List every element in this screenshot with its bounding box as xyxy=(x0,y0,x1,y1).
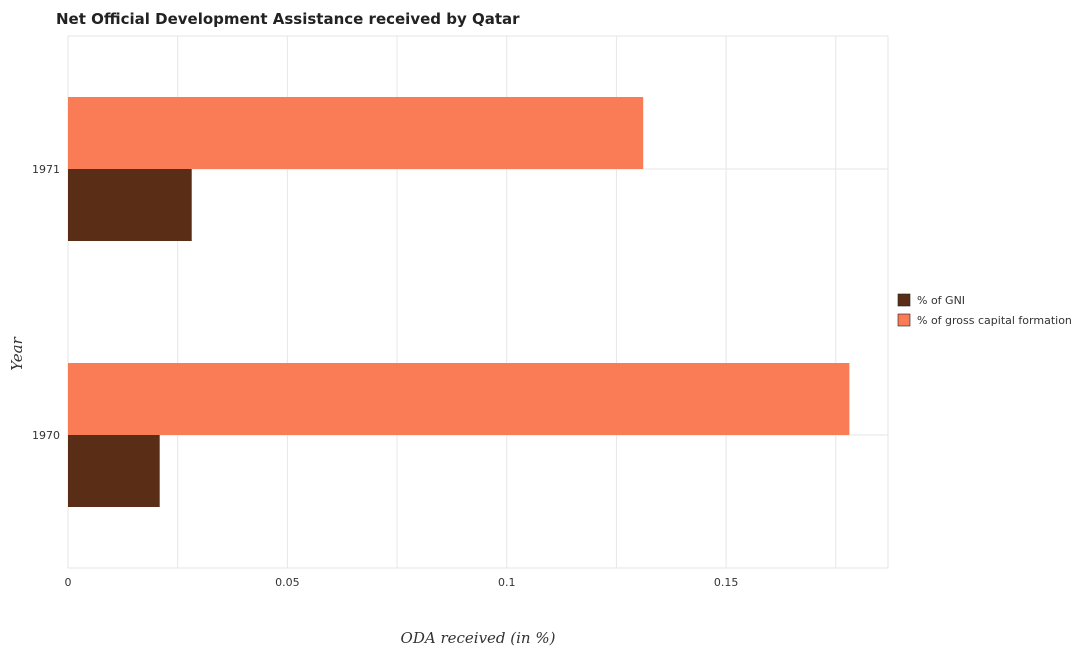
legend-swatch xyxy=(897,293,911,307)
legend: % of GNI % of gross capital formation xyxy=(897,293,1072,327)
y-tick-label: 1970 xyxy=(32,429,60,442)
x-tick-label: 0.15 xyxy=(714,576,739,589)
y-tick-label: 1971 xyxy=(32,163,60,176)
bar-gni-1970 xyxy=(68,435,160,507)
y-axis-label: Year xyxy=(8,336,26,370)
bar-gross-capital-formation-1971 xyxy=(68,97,644,169)
bar-gni-1971 xyxy=(68,169,192,241)
legend-swatch xyxy=(897,313,911,327)
legend-label: % of gross capital formation xyxy=(917,314,1072,327)
x-tick-label: 0.1 xyxy=(498,576,516,589)
x-axis-ticks: 0 0.05 0.1 0.15 xyxy=(65,576,739,589)
x-tick-label: 0 xyxy=(65,576,72,589)
chart-title: Net Official Development Assistance rece… xyxy=(56,10,520,28)
x-axis-label: ODA received (in %) xyxy=(401,629,556,647)
bars xyxy=(68,97,850,507)
y-axis-ticks: 1970 1971 xyxy=(32,163,60,442)
bar-gross-capital-formation-1970 xyxy=(68,363,850,435)
x-tick-label: 0.05 xyxy=(275,576,300,589)
legend-label: % of GNI xyxy=(917,294,965,307)
